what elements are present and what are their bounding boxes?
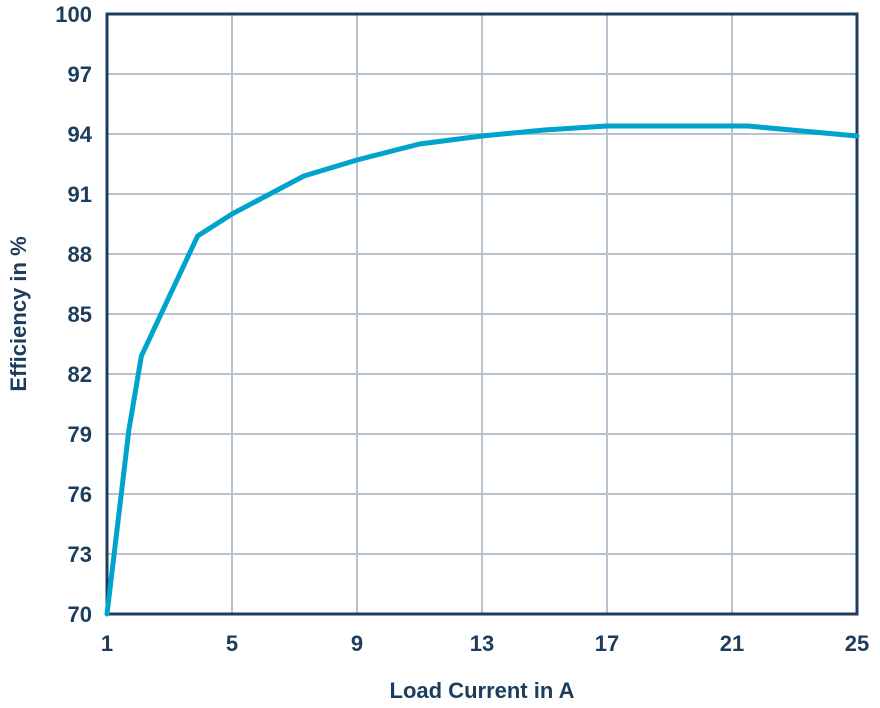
y-tick-label: 88: [68, 242, 92, 267]
efficiency-line: [104, 123, 860, 617]
x-tick-label: 25: [845, 631, 869, 656]
y-tick-labels: 70 73 76 79 82 85 88 91 94 97 100: [55, 2, 92, 627]
x-tick-label: 17: [595, 631, 619, 656]
x-tick-label: 9: [351, 631, 363, 656]
y-tick-label: 76: [68, 482, 92, 507]
grid-layer: [107, 14, 857, 614]
y-tick-label: 79: [68, 422, 92, 447]
y-tick-label: 97: [68, 62, 92, 87]
x-tick-label: 13: [470, 631, 494, 656]
x-tick-label: 1: [101, 631, 113, 656]
x-tick-label: 21: [720, 631, 744, 656]
x-tick-label: 5: [226, 631, 238, 656]
y-axis-title: Efficiency in %: [6, 236, 31, 391]
y-tick-label: 73: [68, 542, 92, 567]
y-tick-label: 70: [68, 602, 92, 627]
x-tick-labels: 1 5 9 13 17 21 25: [101, 631, 869, 656]
y-tick-label: 82: [68, 362, 92, 387]
y-tick-label: 85: [68, 302, 92, 327]
y-tick-label: 94: [68, 122, 93, 147]
plot-frame: [105, 12, 859, 616]
y-tick-label: 91: [68, 182, 92, 207]
series-layer: [104, 123, 860, 617]
y-tick-label: 100: [55, 2, 92, 27]
x-axis-title: Load Current in A: [390, 678, 575, 703]
